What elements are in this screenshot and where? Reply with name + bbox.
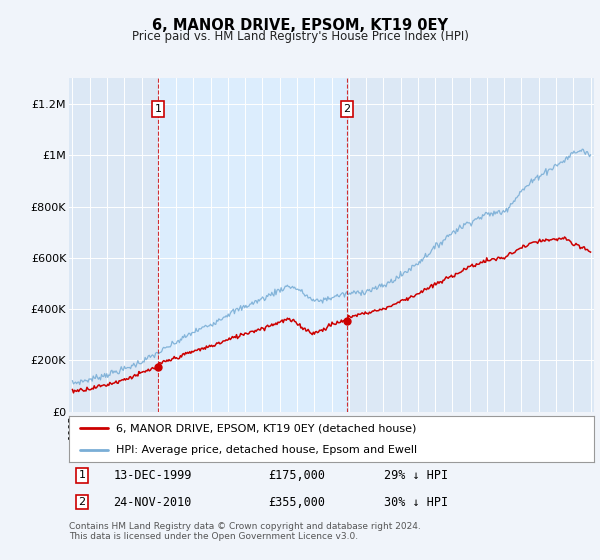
- Text: 6, MANOR DRIVE, EPSOM, KT19 0EY: 6, MANOR DRIVE, EPSOM, KT19 0EY: [152, 18, 448, 33]
- Text: Price paid vs. HM Land Registry's House Price Index (HPI): Price paid vs. HM Land Registry's House …: [131, 30, 469, 43]
- Text: 13-DEC-1999: 13-DEC-1999: [113, 469, 192, 482]
- Text: £175,000: £175,000: [269, 469, 325, 482]
- Text: 24-NOV-2010: 24-NOV-2010: [113, 496, 192, 508]
- Text: HPI: Average price, detached house, Epsom and Ewell: HPI: Average price, detached house, Epso…: [116, 445, 418, 455]
- Text: £355,000: £355,000: [269, 496, 325, 508]
- Text: 2: 2: [343, 104, 350, 114]
- Text: 1: 1: [154, 104, 161, 114]
- Bar: [158, 78, 347, 412]
- Text: Contains HM Land Registry data © Crown copyright and database right 2024.
This d: Contains HM Land Registry data © Crown c…: [69, 522, 421, 542]
- Text: 6, MANOR DRIVE, EPSOM, KT19 0EY (detached house): 6, MANOR DRIVE, EPSOM, KT19 0EY (detache…: [116, 423, 416, 433]
- Text: 30% ↓ HPI: 30% ↓ HPI: [384, 496, 448, 508]
- Text: 29% ↓ HPI: 29% ↓ HPI: [384, 469, 448, 482]
- Text: 2: 2: [79, 497, 86, 507]
- Text: 1: 1: [79, 470, 86, 480]
